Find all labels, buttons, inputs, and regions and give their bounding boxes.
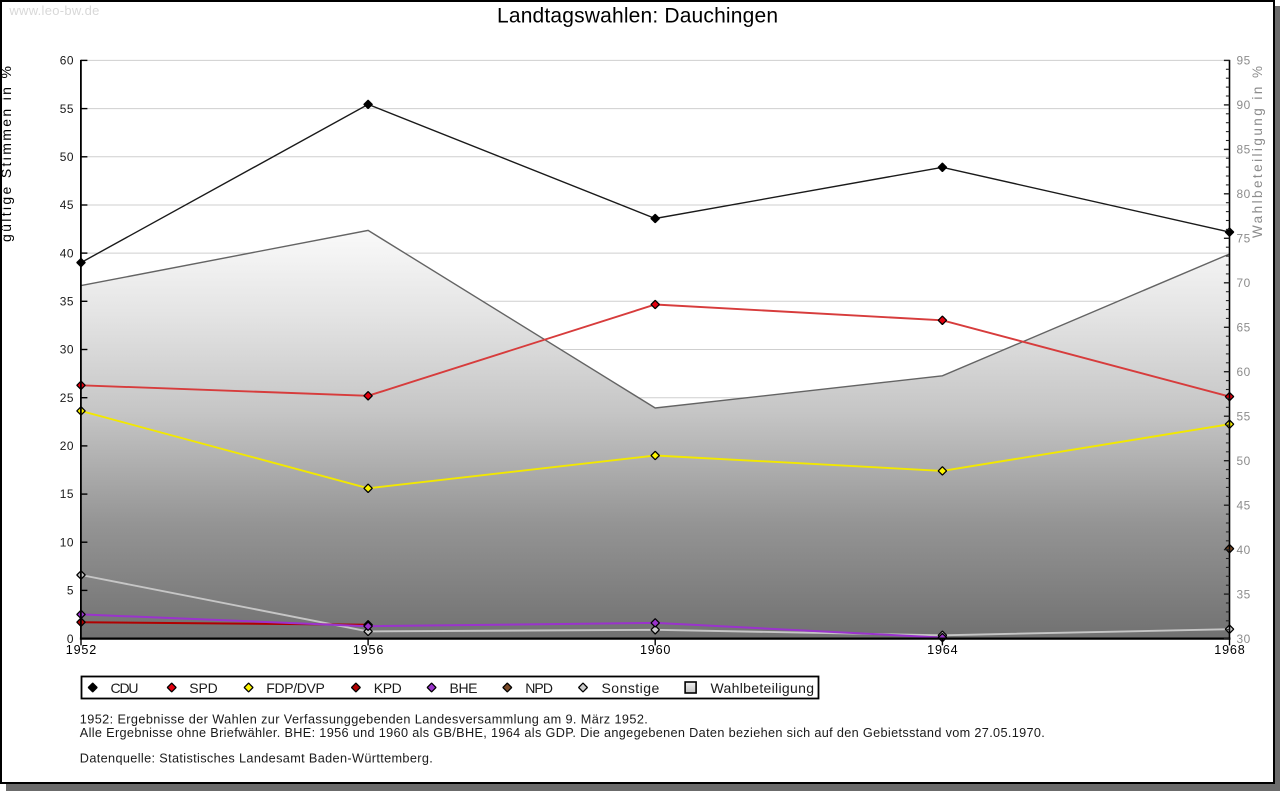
svg-text:1964: 1964 — [927, 643, 958, 657]
svg-text:85: 85 — [1237, 143, 1251, 157]
svg-text:40: 40 — [1237, 543, 1251, 557]
svg-text:10: 10 — [60, 535, 74, 549]
svg-text:Datenquelle: Statistisches Lan: Datenquelle: Statistisches Landesamt Bad… — [80, 752, 433, 766]
svg-text:Wahlbeteiligung: Wahlbeteiligung — [711, 680, 815, 696]
svg-text:45: 45 — [1237, 498, 1251, 512]
svg-text:Wahlbeteiligung in %: Wahlbeteiligung in % — [1250, 66, 1265, 238]
svg-text:www.leo-bw.de: www.leo-bw.de — [8, 3, 99, 18]
svg-text:30: 30 — [1237, 632, 1251, 646]
svg-text:50: 50 — [60, 150, 74, 164]
svg-text:45: 45 — [60, 198, 74, 212]
svg-text:25: 25 — [60, 391, 74, 405]
svg-text:90: 90 — [1237, 98, 1251, 112]
svg-text:FDP/DVP: FDP/DVP — [266, 680, 325, 696]
svg-text:1952: 1952 — [66, 643, 97, 657]
svg-text:gültige Stimmen in %: gültige Stimmen in % — [0, 66, 14, 242]
svg-text:30: 30 — [60, 343, 74, 357]
svg-text:20: 20 — [60, 439, 74, 453]
svg-text:Landtagswahlen: Dauchingen: Landtagswahlen: Dauchingen — [497, 4, 778, 27]
svg-text:CDU: CDU — [111, 680, 139, 696]
svg-text:40: 40 — [60, 246, 74, 260]
svg-text:5: 5 — [67, 584, 74, 598]
svg-text:95: 95 — [1237, 54, 1251, 68]
svg-text:35: 35 — [1237, 587, 1251, 601]
svg-text:SPD: SPD — [189, 680, 218, 696]
svg-text:80: 80 — [1237, 187, 1251, 201]
svg-text:1968: 1968 — [1214, 643, 1245, 657]
svg-text:0: 0 — [67, 632, 74, 646]
svg-text:60: 60 — [60, 54, 74, 68]
svg-text:70: 70 — [1237, 276, 1251, 290]
svg-text:55: 55 — [1237, 409, 1251, 423]
svg-text:1960: 1960 — [640, 643, 671, 657]
svg-text:50: 50 — [1237, 454, 1251, 468]
svg-text:NPD: NPD — [525, 680, 553, 696]
svg-text:60: 60 — [1237, 365, 1251, 379]
svg-text:75: 75 — [1237, 232, 1251, 246]
svg-text:KPD: KPD — [374, 680, 402, 696]
svg-text:Alle Ergebnisse ohne Briefwähl: Alle Ergebnisse ohne Briefwähler. BHE: 1… — [80, 726, 1045, 740]
svg-text:1956: 1956 — [353, 643, 384, 657]
svg-text:15: 15 — [60, 487, 74, 501]
svg-text:65: 65 — [1237, 321, 1251, 335]
svg-text:1952: Ergebnisse der Wahlen zu: 1952: Ergebnisse der Wahlen zur Verfassu… — [80, 713, 648, 727]
svg-text:Sonstige: Sonstige — [602, 680, 660, 696]
svg-text:35: 35 — [60, 295, 74, 309]
svg-text:55: 55 — [60, 102, 74, 116]
svg-text:BHE: BHE — [450, 680, 478, 696]
